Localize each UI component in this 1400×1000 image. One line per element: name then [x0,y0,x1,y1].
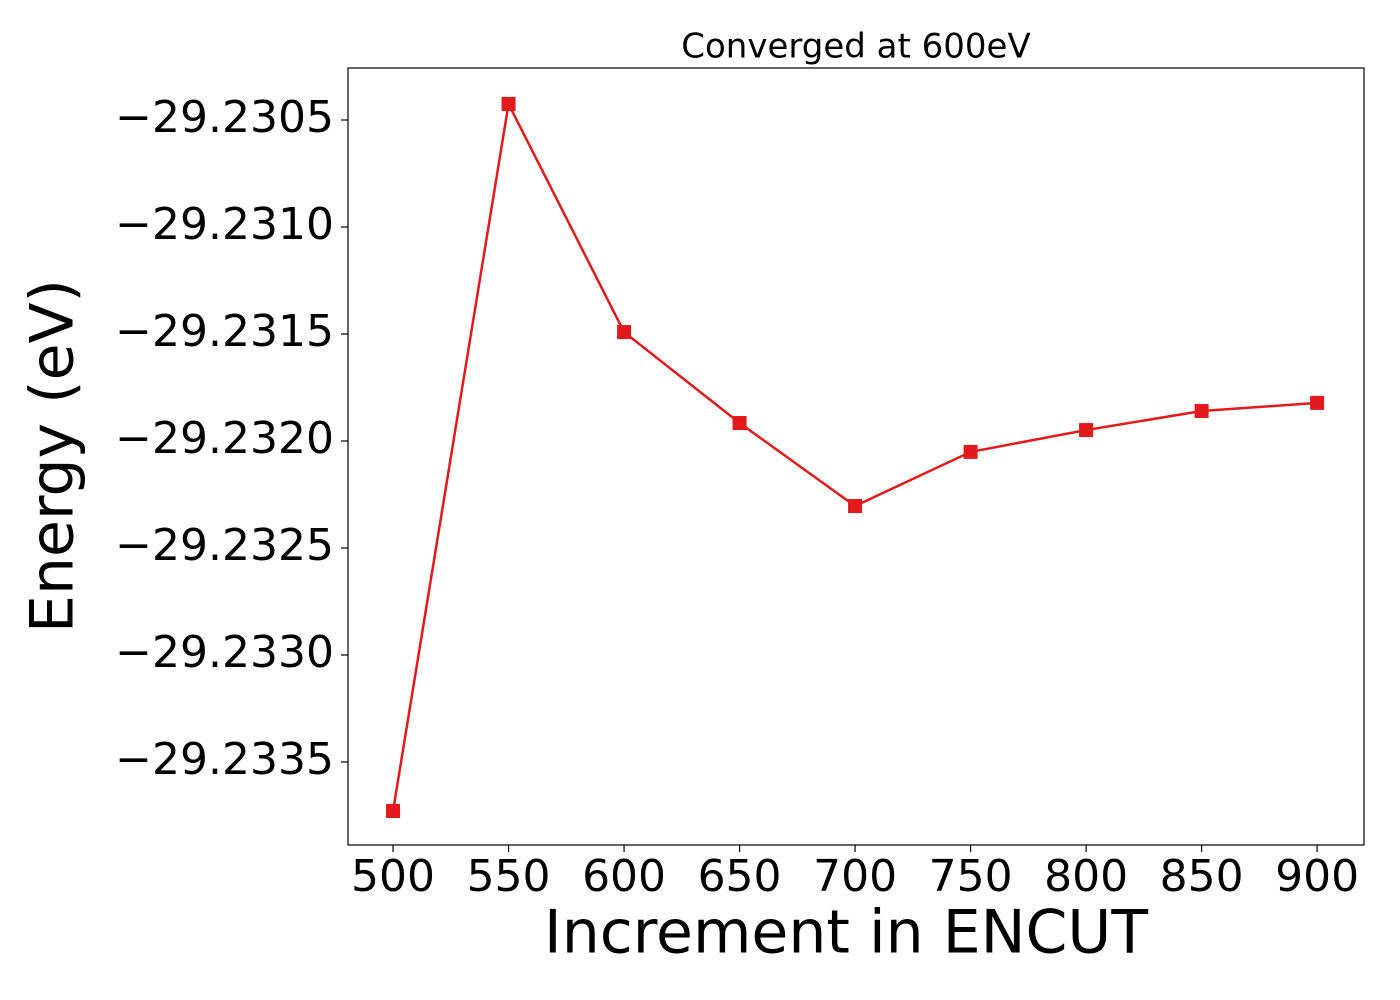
x-tick-label: 500 [351,851,435,902]
x-tick-label: 800 [1044,851,1128,902]
marker [386,803,401,818]
marker [501,96,516,111]
y-tick-label: −29.2315 [115,306,334,357]
y-tick-label: −29.2330 [115,627,334,678]
marker [963,444,978,459]
line [391,99,1318,812]
marker [617,325,632,340]
marker [732,416,747,431]
y-tick-label: −29.2320 [115,413,334,464]
marker [1079,423,1094,438]
x-tick-label: 600 [582,851,666,902]
x-tick-label: 650 [698,851,782,902]
x-tick-label: 700 [813,851,897,902]
x-tick-label: 900 [1275,851,1359,902]
y-axis-label: Energy (eV) [18,279,88,633]
chart-title: Converged at 600eV [681,27,1030,67]
plot-frame [347,67,1365,846]
y-tick-label: −29.2335 [115,734,334,785]
y-tick-label: −29.2310 [115,199,334,250]
x-axis-label: Increment in ENCUT [544,898,1148,968]
marker [848,499,863,514]
x-tick-label: 550 [467,851,551,902]
x-tick-label: 850 [1160,851,1244,902]
marker [1310,395,1325,410]
y-tick-label: −29.2305 [115,92,334,143]
x-tick-label: 750 [929,851,1013,902]
marker [1194,404,1209,419]
y-tick-label: −29.2325 [115,520,334,571]
